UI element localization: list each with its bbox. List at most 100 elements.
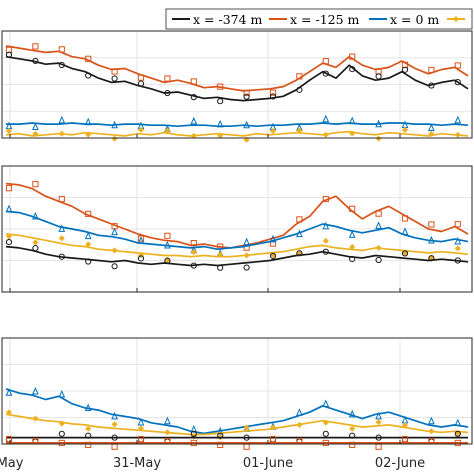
panel-bottom-series-0-marker [137,417,145,426]
panel-bottom-series-3-marker [58,439,65,447]
panel-middle-series-1-marker [84,231,92,240]
panel-top-series-0-marker [322,58,329,65]
panel-bottom-series-0-marker [428,416,435,425]
panel-bottom-series-1-marker [5,409,13,416]
panel-middle-series-0-marker [32,181,39,188]
panel-middle-series-0-marker [428,221,435,228]
panel-top-series-3-marker [164,127,171,134]
panel-bottom-series-2-marker [85,432,92,439]
panel-middle-series-2-marker [349,243,356,250]
panel-top-series-2-line [6,122,469,128]
panel-bottom-series-3-marker [190,439,197,447]
panel-bottom-series-3-marker [322,439,329,447]
panel-middle-series-3-marker [322,248,329,255]
panel-middle-series-1-marker [164,240,171,249]
panel-bottom-series-1-marker [269,424,277,431]
panel-middle-series-2-marker [375,244,382,251]
panel-middle-series-1-marker [401,227,409,235]
panel-bottom-series-2-marker [322,430,329,437]
panel-middle-series-1-line [5,210,469,251]
panel-middle-series-0-marker [349,205,356,212]
panel-top-series-0-marker [454,62,461,69]
panel-middle-series-2-marker [111,247,118,254]
panel-top-series-0-marker [269,89,277,96]
panel-bottom-series-0-marker [454,418,462,427]
x-tick-label-01-june: 01-June [243,456,293,471]
x-tick-label-may: May [0,456,24,471]
panel-bottom-series-1-marker [58,420,65,427]
panel-top-series-1-marker [375,73,382,80]
legend-box [165,8,473,30]
panel-top-series-2-marker [428,123,435,132]
panel-top-series-3-marker [5,127,13,134]
panel-middle-series-0-marker [5,185,13,192]
panel-top-series-2-marker [32,122,39,130]
panel-middle [1,165,473,293]
panel-bottom-series-2-marker [58,430,65,437]
panel-bottom-series-0-marker [111,411,118,420]
panel-bottom-series-0-marker [32,387,39,395]
legend-marker-yellow [452,15,460,23]
panel-middle-series-1-marker [454,236,462,245]
panel-top-series-1-line [5,55,469,102]
panel-bottom-series-3-marker [454,439,461,447]
panel-bottom-series-0-marker [348,409,356,418]
panel-bottom-series-2-marker [217,432,224,439]
panel-bottom-series-0-marker [84,403,92,412]
panel-top-series-3-line [5,130,469,137]
panel-top-series-0-line [5,45,469,92]
panel-top-series-2-marker [348,116,356,125]
panel-middle-series-2-marker [85,241,92,248]
panel-bottom-series-0-marker [58,389,66,398]
panel-top-series-3-marker [85,131,92,138]
panel-top-series-1-marker [217,98,224,105]
panel-middle-series-1-marker [111,227,118,236]
panel-bottom-series-2-marker [375,434,382,441]
panel-bottom-series-0-marker [5,388,13,396]
panel-middle-series-3-marker [454,257,461,264]
panel-bottom-series-3-marker [401,436,409,443]
panel-middle-series-1-marker [5,204,13,213]
panel-bottom-series-3-marker [5,436,13,443]
panel-top-series-3-marker [269,127,277,134]
panel-top-series-1-marker [190,94,197,101]
panel-middle-series-0-marker [164,232,171,239]
panel-bottom-series-1-line [5,413,469,436]
panel-middle-series-1-marker [58,224,66,232]
panel-middle-series-0-marker [137,235,145,242]
panel-bottom-series-0-marker [322,399,330,408]
panel-top-series-0-marker [428,66,435,74]
panel-middle-series-1-marker [137,236,145,244]
panel-top-series-2-marker [190,116,198,125]
panel-middle-series-3-marker [401,250,409,257]
panel-top-series-3-marker [428,130,435,137]
panel-top-axes-box [1,30,473,139]
panel-middle-series-1-marker [348,230,356,238]
panel-top-series-0-marker [164,75,171,82]
panel-middle-series-3-line [5,245,469,267]
panel-middle-series-1-marker [322,221,330,230]
panel-top-series-1-marker [137,80,145,87]
panel-bottom-series-2-marker [243,434,250,441]
panel-middle-series-1-marker [269,234,277,243]
panel-middle-series-2-marker [322,237,329,244]
panel-middle-series-2-marker [243,252,250,259]
panel-middle-series-0-marker [454,221,461,228]
panel-bottom-series-3-marker [85,441,92,448]
panel-top-series-0-marker [296,73,303,80]
panel-top-series-3-marker [137,126,145,133]
panel-middle-series-3-marker [5,239,13,246]
panel-middle-series-1-marker [428,235,435,244]
panel-middle-series-2-marker [58,235,65,242]
panel-bottom-series-1-marker [32,415,39,422]
panel-top-series-0-marker [243,89,250,96]
panel-bottom-series-1-marker [349,425,356,432]
panel-top-series-1-marker [296,86,303,93]
panel-middle-series-0-marker [85,210,92,217]
panel-bottom-series-1-marker [296,421,303,428]
panel-top-series-0-marker [349,53,356,60]
panel-middle-series-1-marker [32,211,39,220]
panel-bottom-series-0-line [5,388,469,435]
panel-middle-series-2-marker [190,249,197,256]
